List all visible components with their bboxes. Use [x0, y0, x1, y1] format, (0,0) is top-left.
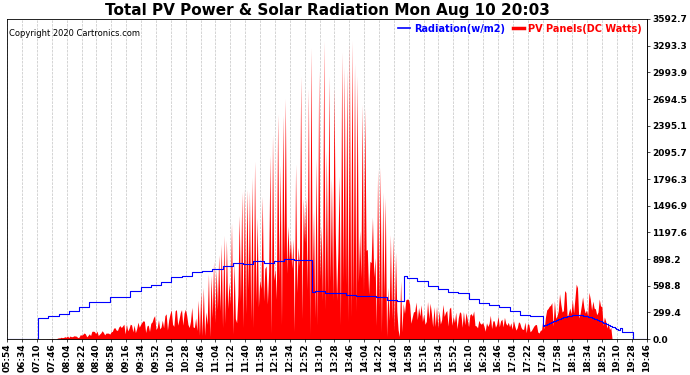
Legend: Radiation(w/m2), PV Panels(DC Watts): Radiation(w/m2), PV Panels(DC Watts) — [398, 24, 642, 34]
Title: Total PV Power & Solar Radiation Mon Aug 10 20:03: Total PV Power & Solar Radiation Mon Aug… — [104, 3, 549, 18]
Text: Copyright 2020 Cartronics.com: Copyright 2020 Cartronics.com — [8, 28, 139, 38]
